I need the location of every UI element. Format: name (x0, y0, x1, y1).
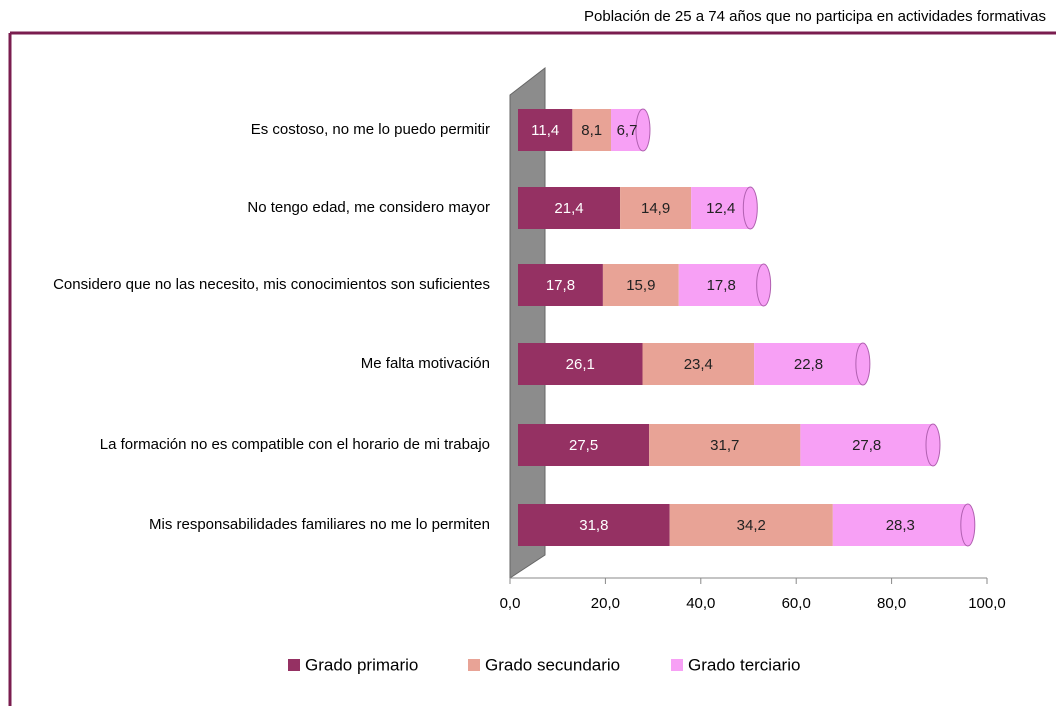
x-tick-label: 0,0 (500, 595, 521, 612)
value-label: 26,1 (566, 356, 595, 373)
bar-segment (620, 187, 692, 229)
bar-segment (754, 343, 863, 385)
bar-cap (742, 186, 758, 230)
category-text: Mis responsabilidades familiares no me l… (149, 516, 490, 533)
bar-segment (572, 109, 612, 151)
value-label: 12,4 (706, 200, 735, 217)
x-tick-label: 100,0 (968, 595, 1006, 612)
bar-segment (800, 424, 933, 466)
value-label: 27,5 (569, 437, 598, 454)
bar-segment (518, 504, 670, 546)
bar-segment (832, 504, 968, 546)
category-label: Es costoso, no me lo puedo permitir (251, 108, 490, 152)
value-label: 31,7 (710, 437, 739, 454)
bar-segment (649, 424, 801, 466)
legend-swatch (288, 659, 300, 671)
x-tick-label: 60,0 (782, 595, 811, 612)
value-label: 15,9 (626, 277, 655, 294)
category-label: No tengo edad, me considero mayor (247, 186, 490, 230)
bar-segment (518, 109, 573, 151)
bar-segment (518, 264, 603, 306)
bar-cap (756, 263, 772, 307)
bar-segment (678, 264, 764, 306)
bar-segment (691, 187, 751, 229)
value-label: 14,9 (641, 200, 670, 217)
category-label: La formación no es compatible con el hor… (100, 423, 490, 467)
bar-segment (518, 343, 643, 385)
x-tick-label: 20,0 (591, 595, 620, 612)
category-text: La formación no es compatible con el hor… (99, 436, 490, 453)
bar-segment (669, 504, 833, 546)
value-label: 31,8 (579, 517, 608, 534)
x-tick-label: 40,0 (686, 595, 715, 612)
value-label: 17,8 (707, 277, 736, 294)
legend-label: Grado secundario (485, 655, 620, 674)
value-label: 23,4 (684, 356, 713, 373)
bar-segment (602, 264, 679, 306)
value-label: 27,8 (852, 437, 881, 454)
value-label: 17,8 (546, 277, 575, 294)
category-label: Mis responsabilidades familiares no me l… (149, 503, 490, 547)
category-text: Es costoso, no me lo puedo permitir (250, 121, 490, 138)
category-text: No tengo edad, me considero mayor (247, 199, 490, 216)
value-label: 8,1 (581, 122, 602, 139)
bar-cap (635, 108, 651, 152)
legend-label: Grado terciario (688, 655, 800, 674)
category-text: Considero que no las necesito, mis conoc… (53, 276, 490, 293)
category-label: Me falta motivación (361, 342, 490, 386)
legend-label: Grado primario (305, 655, 418, 674)
value-label: 28,3 (886, 517, 915, 534)
chart-title: Población de 25 a 74 años que no partici… (584, 8, 1046, 25)
bar-cap (960, 503, 976, 547)
bar-segment (642, 343, 755, 385)
legend-swatch (671, 659, 683, 671)
value-label: 22,8 (794, 356, 823, 373)
category-label: Considero que no las necesito, mis conoc… (53, 263, 490, 307)
bar-cap (925, 423, 941, 467)
value-label: 6,7 (617, 122, 638, 139)
bar-cap (855, 342, 871, 386)
category-text: Me falta motivación (360, 355, 490, 372)
bar-segment (518, 424, 650, 466)
x-tick-label: 80,0 (877, 595, 906, 612)
legend-swatch (468, 659, 480, 671)
value-label: 11,4 (531, 122, 559, 139)
bar-segment (518, 187, 621, 229)
value-label: 21,4 (554, 200, 583, 217)
value-label: 34,2 (737, 517, 766, 534)
